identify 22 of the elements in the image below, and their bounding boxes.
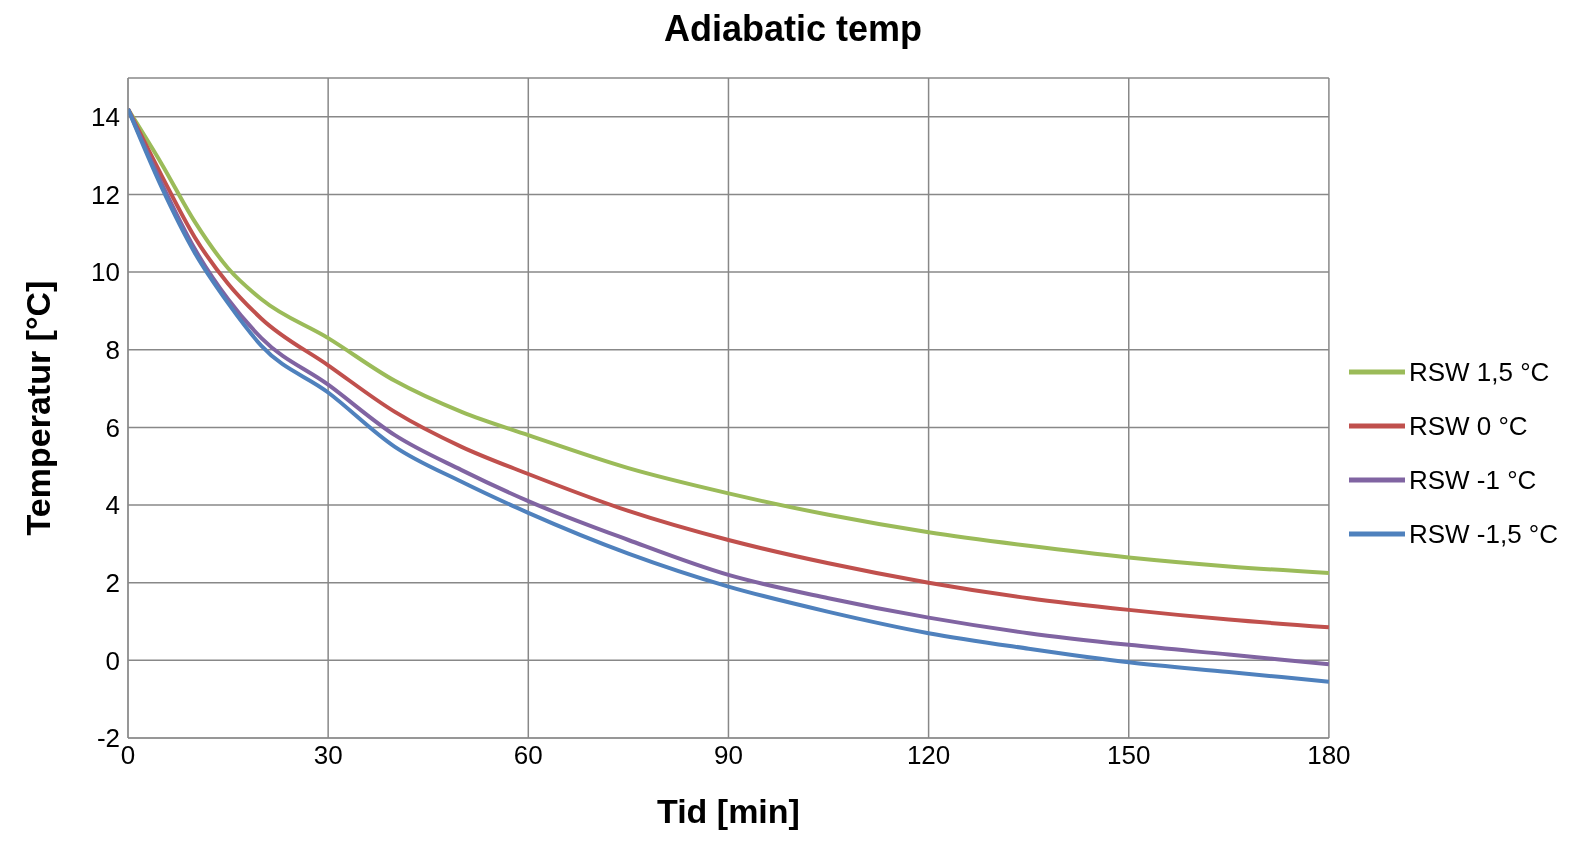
- chart-title: Adiabatic temp: [662, 8, 923, 51]
- x-tick-label: 150: [1107, 740, 1151, 771]
- x-tick-label: 120: [906, 740, 951, 771]
- x-tick-label: 60: [513, 740, 543, 771]
- y-tick-label: 10: [91, 257, 120, 288]
- x-tick-label: 90: [713, 740, 743, 771]
- y-tick-label: 2: [105, 567, 120, 598]
- x-tick-label: 180: [1307, 740, 1351, 771]
- y-tick-label: 12: [91, 179, 120, 210]
- x-axis-title: Tid [min]: [657, 792, 800, 830]
- x-tick-label: 30: [313, 740, 343, 771]
- legend-label: RSW 1,5 °C: [1408, 356, 1550, 388]
- legend-label: RSW 0 °C: [1408, 410, 1528, 442]
- y-axis-title: Temperatur [°C]: [19, 280, 58, 536]
- y-tick-label: 14: [91, 102, 120, 133]
- legend-label: RSW -1 °C: [1408, 464, 1537, 496]
- legend-label: RSW -1,5 °C: [1408, 518, 1558, 550]
- y-tick-label: 0: [105, 645, 120, 676]
- y-tick-label: 6: [105, 412, 120, 443]
- y-tick-label: 8: [105, 334, 120, 365]
- y-tick-label: -2: [96, 723, 120, 754]
- y-tick-label: 4: [105, 490, 120, 521]
